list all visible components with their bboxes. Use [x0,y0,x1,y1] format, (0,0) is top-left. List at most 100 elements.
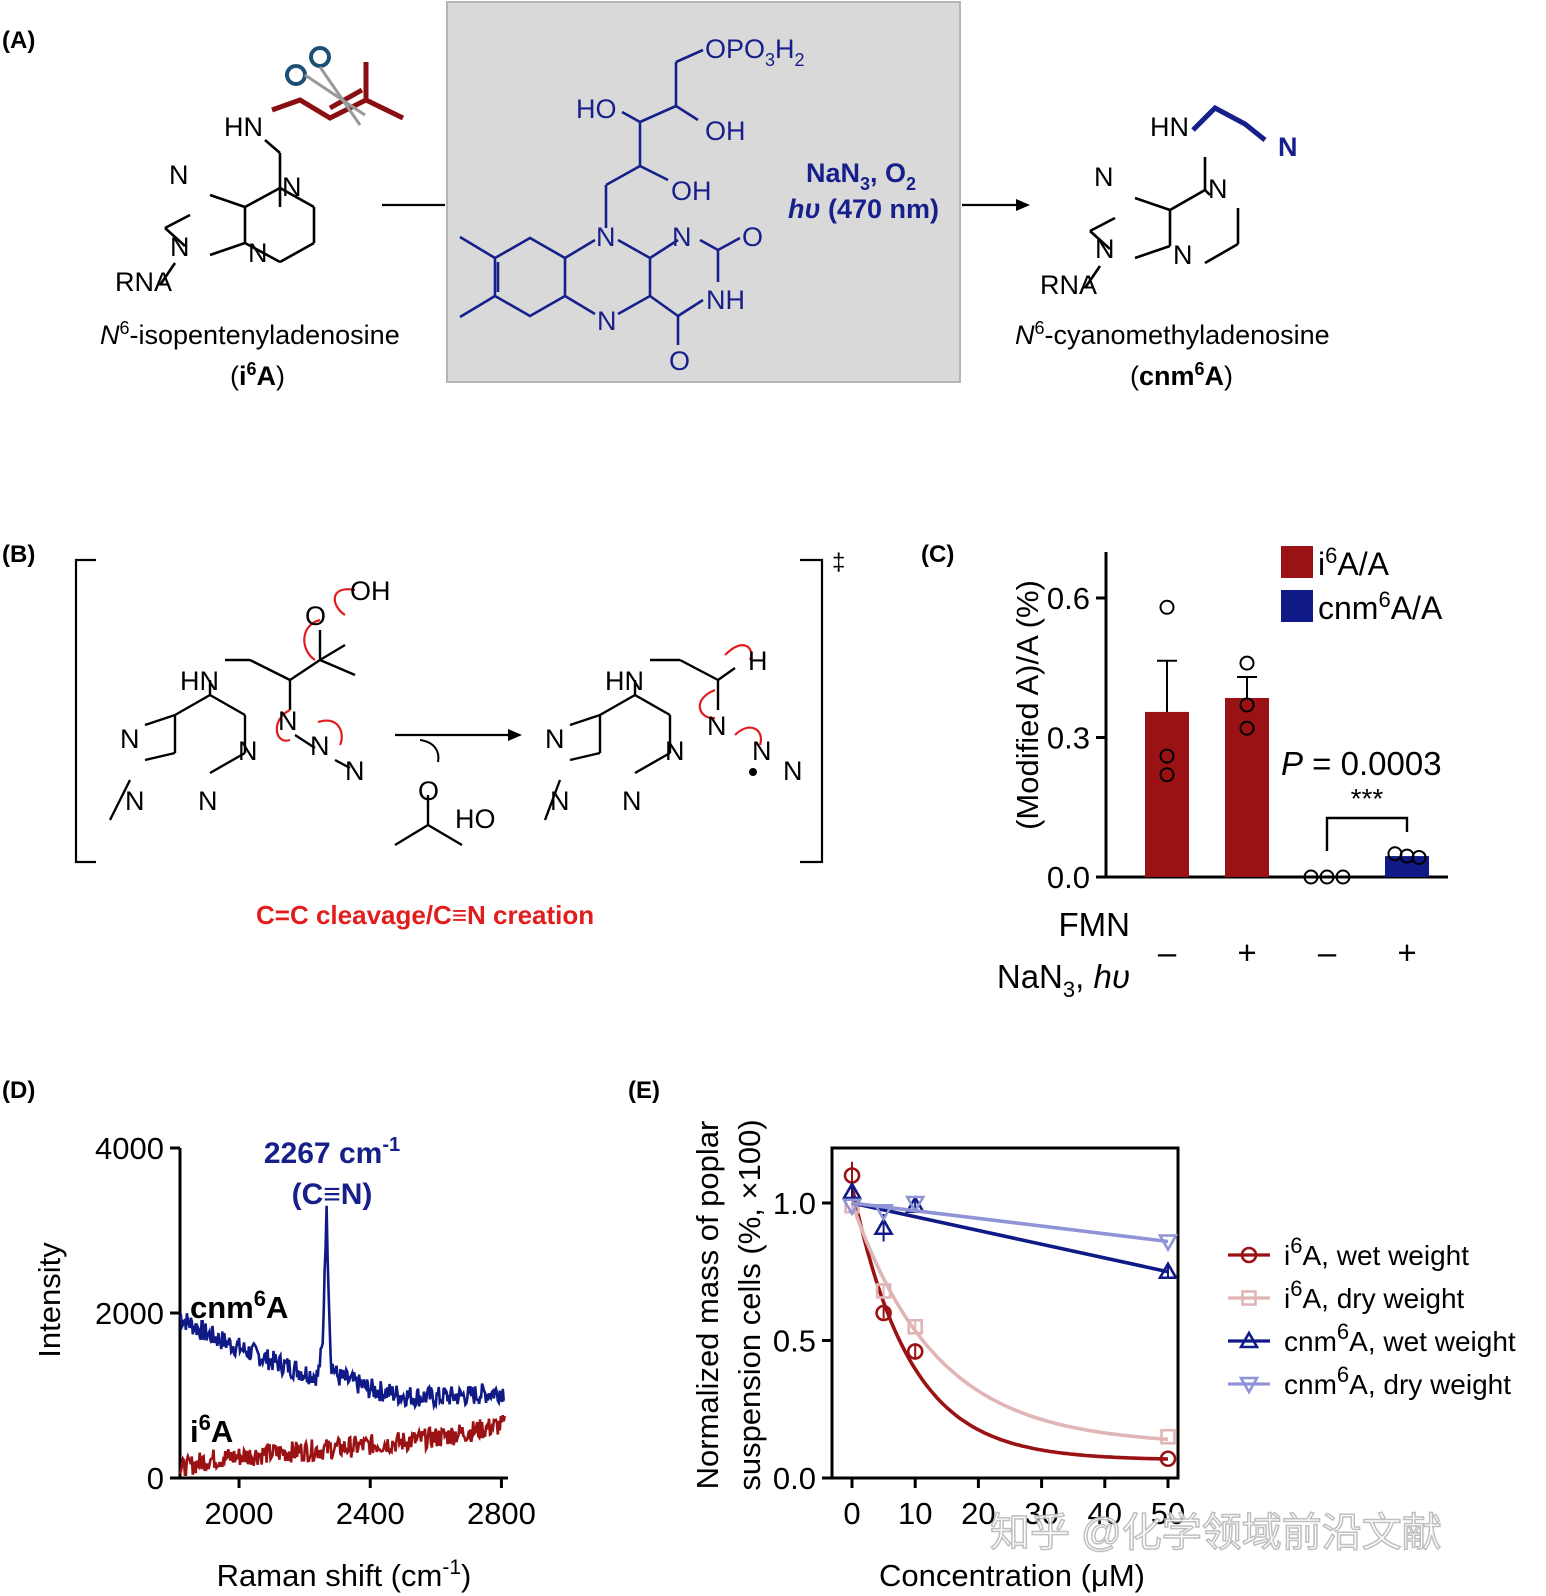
panel-b-caption: C=C cleavage/C≡N creation [256,900,594,930]
atom-n: N [1173,240,1193,270]
y-axis-label: Intensity [32,1242,67,1358]
data-point [1159,748,1175,764]
atom-oh: OH [671,176,712,206]
legend-label: cnm6A, dry weight [1284,1362,1511,1400]
condition-row-label: FMN [1059,906,1130,943]
chart-c: 0.0 0.3 0.6(Modified A)/A (%) ***P = 0.0003… [997,543,1448,1002]
chart-d: 0 2000 4000 2000 2400 2800 Raman shift (cm-1) I… [32,1131,536,1593]
atom-n: N [707,711,727,741]
data-point [841,1181,863,1200]
panel-d-label: (D) [2,1077,35,1104]
panel-e-label: (E) [628,1077,660,1104]
y-axis-label: Normalized mass of poplar [690,1121,725,1490]
legend-label: cnm6A/A [1318,587,1443,626]
atom-n: N [120,724,140,754]
data-point [1239,655,1255,671]
data-point [873,1203,894,1222]
atom-n: N [550,786,570,816]
legend-marker [1240,1246,1258,1264]
atom-n: N [1278,132,1298,162]
atom-n: N [672,222,692,252]
data-point [906,1343,924,1360]
data-point [875,1304,892,1322]
atom-n: N [169,160,189,190]
y-axis-label-line2: suspension cells (%, ×100) [732,1119,767,1490]
condition-row-label: NaN3, hυ [997,958,1130,1002]
atom-n: N [1208,174,1228,204]
reactant-isopentenyl-chain [271,62,405,121]
x-tick-label: 20 [961,1496,995,1531]
atom-n: N [752,736,772,766]
atom-n: N [622,786,642,816]
atom-nh: NH [706,285,745,315]
atom-n: N [1094,162,1114,192]
left-bracket [74,558,96,864]
legend-label: i6A, dry weight [1284,1276,1465,1314]
x-tick-label: 30 [1024,1496,1058,1531]
panel-c-label: (C) [921,541,954,568]
atom-oh: OH [705,116,746,146]
conditions-line1: NaN3, O2 [806,158,916,194]
spectrum-line [179,1205,505,1412]
data-point [841,1198,863,1217]
legend-label: i6A/A [1318,543,1390,582]
data-point [904,1195,926,1214]
atom-rna: RNA [115,267,172,297]
series-label: i6A [190,1410,233,1449]
legend-marker [1238,1376,1260,1395]
data-point [1159,599,1175,615]
x-tick-label: 50 [1151,1496,1185,1531]
legend-label: i6A, wet weight [1284,1233,1469,1271]
fit-curve [851,1201,1169,1274]
x-axis-label: Raman shift (cm-1) [217,1556,472,1593]
data-point [1159,767,1175,783]
y-tick-label: 0.6 [1047,581,1090,616]
legend-marker [1241,1290,1257,1306]
atom-o: O [669,346,690,376]
fit-curve [851,1201,1169,1244]
panel-b-label: (B) [2,541,35,568]
atom-n: N [170,232,190,262]
x-axis-label: Concentration (μM) [879,1558,1145,1593]
electron-arrows-left [275,588,356,746]
reactant-abbr: (i6A) [230,359,285,391]
atom-n: N [248,238,268,268]
atom-hn: HN [1150,112,1189,142]
fit-curve [850,1202,1169,1442]
panel-b: (B) ‡ OH [2,541,845,930]
condition-mark: + [1397,934,1416,971]
legend-label: cnm6A, wet weight [1284,1319,1516,1357]
x-tick-label: 2800 [467,1496,536,1531]
data-point [1239,720,1255,736]
atom-hn: HN [180,666,219,696]
arrow-head-icon [1016,199,1030,211]
data-point [1157,1234,1179,1253]
spectrum-line [178,1415,506,1476]
fmn-structure [459,48,741,345]
x-tick-label: 10 [898,1496,932,1531]
y-tick-label: 0.5 [773,1324,816,1359]
significance-bracket [1325,816,1409,851]
data-point [875,1283,892,1299]
legend-swatch [1281,590,1313,622]
atom-o: O [742,222,763,252]
ts-structure-left [108,630,356,821]
data-point [1239,697,1255,713]
atom-n: N [597,306,617,336]
condition-mark: + [1237,934,1256,971]
bar [1145,711,1189,877]
right-bracket [800,558,824,864]
atom-n: N [282,172,302,202]
legend-marker [1238,1330,1260,1349]
y-axis-label: (Modified A)/A (%) [1010,580,1045,830]
atom-n: N [198,786,218,816]
radical-dot-icon [749,768,757,776]
atom-o: O [305,601,326,631]
product-name: N6-cyanomethyladenosine [1015,318,1330,350]
panel-a-label: (A) [2,27,35,54]
data-point [1157,1261,1179,1280]
y-tick-label: 0.3 [1047,721,1090,756]
panel-a: (A) HN N N N [2,1,1330,391]
